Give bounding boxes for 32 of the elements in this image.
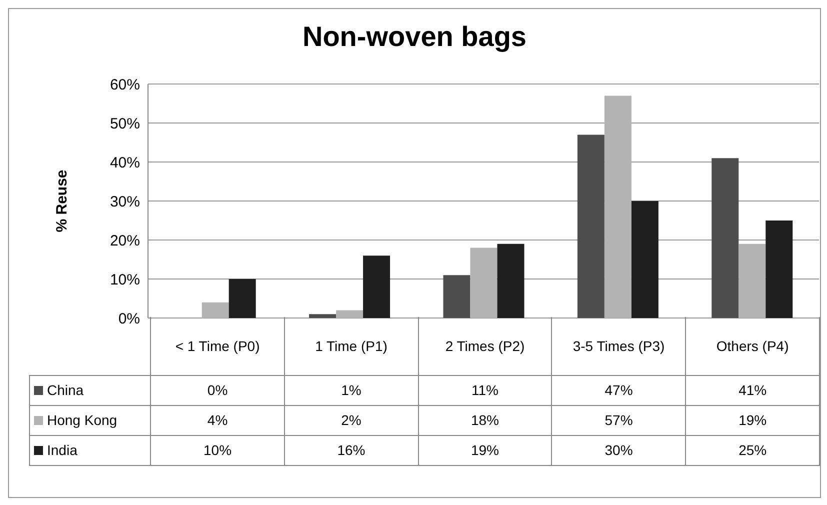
- y-tick-label: 40%: [110, 154, 140, 172]
- data-label: 1%: [284, 375, 418, 405]
- y-tick-label: 30%: [110, 193, 140, 210]
- y-tick-label: 60%: [110, 76, 140, 94]
- y-tick-label: 50%: [110, 115, 140, 132]
- x-tick-label: 3-5 Times (P3): [552, 317, 686, 375]
- x-tick-label: < 1 Time (P0): [150, 317, 284, 375]
- data-label: 19%: [686, 405, 820, 435]
- legend-label: India: [30, 435, 151, 465]
- data-label: 41%: [686, 375, 820, 405]
- data-label: 18%: [418, 405, 552, 435]
- legend-label: China: [30, 375, 151, 405]
- data-label: 4%: [150, 405, 284, 435]
- y-tick-label: 0%: [118, 310, 140, 328]
- data-label: 30%: [552, 435, 686, 465]
- legend-label: Hong Kong: [30, 405, 151, 435]
- data-label: 47%: [552, 375, 686, 405]
- x-tick-label: 2 Times (P2): [418, 317, 552, 375]
- chart-title: Non-woven bags: [301, 21, 528, 53]
- data-label: 19%: [418, 435, 552, 465]
- data-label: 16%: [284, 435, 418, 465]
- y-tick-label: 10%: [110, 271, 140, 288]
- y-axis-title: % Reuse: [53, 170, 70, 232]
- y-tick-label: 20%: [110, 232, 140, 250]
- x-tick-label: Others (P4): [686, 317, 820, 375]
- x-tick-label: 1 Time (P1): [284, 317, 418, 375]
- data-label: 2%: [284, 405, 418, 435]
- data-label: 0%: [150, 375, 284, 405]
- data-label: 25%: [686, 435, 820, 465]
- data-label: 11%: [418, 375, 552, 405]
- data-label: 57%: [552, 405, 686, 435]
- data-label: 10%: [150, 435, 284, 465]
